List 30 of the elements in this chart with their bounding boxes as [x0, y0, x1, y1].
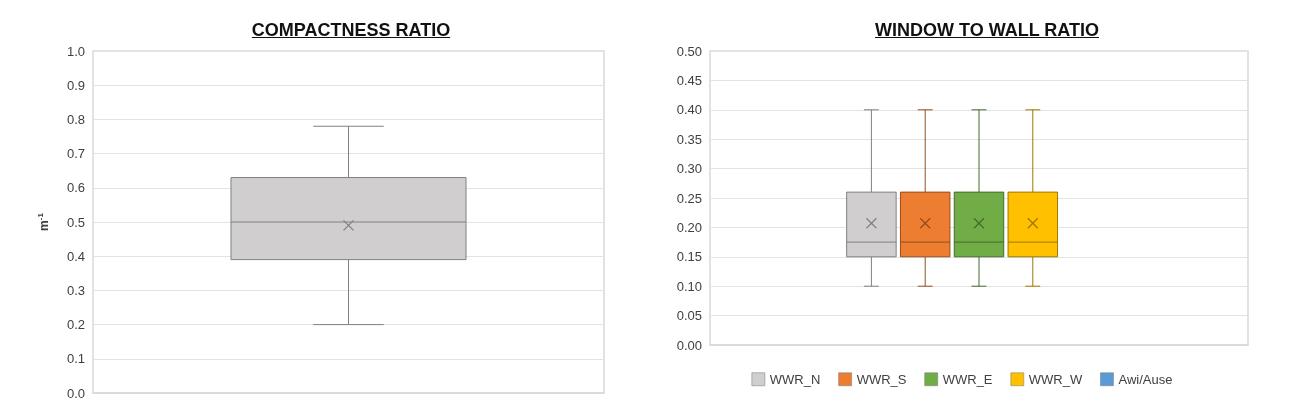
- legend-label: WWR_W: [1028, 371, 1083, 387]
- y-tick-label: 0.9: [66, 77, 85, 93]
- y-tick-label: 0.05: [676, 308, 702, 324]
- legend-label: WWR_E: [942, 371, 993, 387]
- y-tick-label: 0.3: [66, 282, 85, 298]
- y-tick-label: 0.1: [66, 351, 85, 367]
- y-tick-label: 0.10: [676, 278, 702, 294]
- chart-title: COMPACTNESS RATIO: [250, 20, 452, 41]
- y-tick-label: 0.0: [66, 385, 85, 401]
- legend-label: WWR_N: [769, 371, 821, 387]
- chart-title: WINDOW TO WALL RATIO: [874, 20, 1100, 41]
- legend-label: Awi/Ause: [1118, 371, 1173, 387]
- y-tick-label: 0.45: [676, 72, 702, 88]
- y-tick-label: 0.5: [66, 214, 85, 230]
- y-tick-label: 0.4: [66, 248, 85, 264]
- y-tick-label: 0.20: [676, 219, 702, 235]
- y-tick-label: 0.6: [66, 180, 85, 196]
- y-tick-label: 0.30: [676, 161, 702, 177]
- y-axis-title: m-1: [35, 212, 51, 231]
- y-tick-label: 0.7: [66, 146, 85, 162]
- y-tick-label: 0.00: [676, 337, 702, 353]
- y-tick-label: 0.15: [676, 249, 702, 265]
- y-tick-label: 0.25: [676, 190, 702, 206]
- y-tick-label: 0.2: [66, 317, 85, 333]
- y-tick-label: 1.0: [66, 43, 85, 59]
- y-tick-label: 0.50: [676, 43, 702, 59]
- y-tick-label: 0.35: [676, 131, 702, 147]
- legend-label: WWR_S: [856, 371, 907, 387]
- y-tick-label: 0.8: [66, 111, 85, 127]
- y-tick-label: 0.40: [676, 102, 702, 118]
